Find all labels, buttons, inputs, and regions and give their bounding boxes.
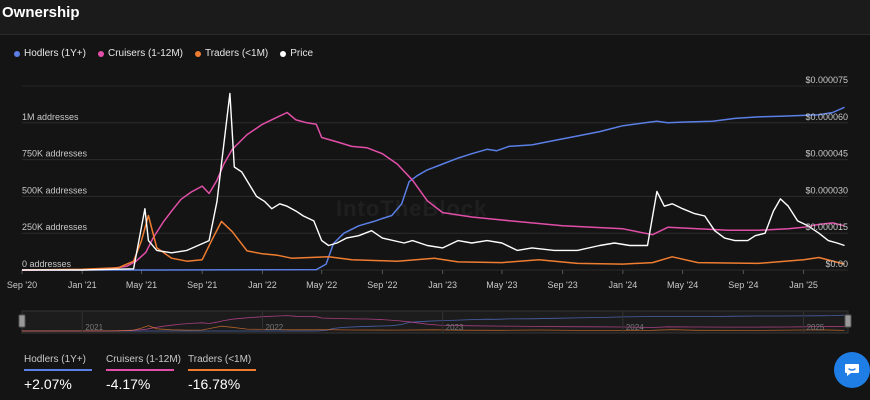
legend-dot-price	[280, 50, 287, 57]
legend-label-price: Price	[290, 48, 314, 59]
series-line-traders-1m[interactable]	[21, 214, 845, 271]
x-tick-label: Sep '24	[728, 280, 758, 290]
x-tick-label: Sep '20	[7, 280, 37, 290]
navigator-label: 2024	[626, 323, 644, 332]
y-left-tick-label: 1M addresses	[22, 112, 79, 122]
navigator-series	[22, 315, 845, 332]
stat-hodlers-label: Hodlers (1Y+)	[24, 354, 92, 371]
navigator-series	[21, 325, 845, 332]
stat-cruisers: Cruisers (1-12M) -4.17%	[106, 354, 181, 392]
stat-traders-label: Traders (<1M)	[188, 354, 256, 371]
navigator-label: 2025	[807, 323, 825, 332]
legend-dot-hodlers	[14, 50, 20, 57]
stat-cruisers-value: -4.17%	[106, 376, 151, 392]
y-right-tick-label: $0.00	[825, 259, 848, 269]
y-right-tick-label: $0.000075	[805, 75, 848, 85]
y-left-tick-label: 0 addresses	[22, 259, 72, 269]
x-tick-label: Sep '21	[187, 280, 217, 290]
stat-traders-value: -16.78%	[188, 376, 241, 392]
series-layer	[21, 92, 845, 271]
y-left-tick-label: 750K addresses	[22, 149, 88, 159]
y-right-tick-label: $0.000030	[805, 185, 848, 195]
x-tick-label: May '23	[486, 280, 517, 290]
legend-dot-cruisers	[97, 50, 104, 57]
x-tick-label: Sep '22	[367, 280, 397, 290]
legend-item-cruisers[interactable]: Cruisers (1-12M)	[97, 48, 183, 59]
x-tick-label: Jan '23	[428, 280, 457, 290]
top-bar: Ownership	[0, 0, 870, 35]
y-right-tick-label: $0.000045	[805, 149, 848, 159]
navigator[interactable]: 2021 2022 2023 2024 2025	[18, 310, 852, 334]
legend-item-price[interactable]: Price	[280, 48, 313, 59]
navigator-handle-right[interactable]	[844, 314, 852, 328]
legend-label-cruisers: Cruisers (1-12M)	[107, 48, 183, 59]
watermark: IntoTheBlock	[336, 196, 488, 221]
legend-item-hodlers[interactable]: Hodlers (1Y+)	[14, 48, 86, 59]
chat-bubble-icon	[845, 364, 859, 376]
page-title: Ownership	[2, 4, 80, 21]
stats-summary: Hodlers (1Y+) +2.07% Cruisers (1-12M) -4…	[24, 354, 256, 392]
legend-item-traders[interactable]: Traders (<1M)	[194, 48, 269, 59]
x-tick-label: May '22	[306, 280, 337, 290]
y-left-tick-label: 250K addresses	[22, 222, 88, 232]
x-tick-label: May '21	[126, 280, 157, 290]
label-layer: 0 addresses 250K addresses 500K addresses 7…	[7, 75, 848, 290]
x-tick-label: Jan '22	[248, 280, 277, 290]
navigator-handle-left[interactable]	[18, 314, 26, 328]
chat-button[interactable]	[834, 352, 870, 388]
y-right-tick-label: $0.000060	[805, 112, 848, 122]
stat-hodlers-value: +2.07%	[24, 376, 72, 392]
navigator-label: 2022	[265, 323, 283, 332]
y-right-tick-label: $0.000015	[805, 222, 848, 232]
series-line-price[interactable]	[22, 92, 845, 271]
navigator-label: 2023	[446, 323, 464, 332]
legend-dot-traders	[194, 50, 201, 57]
legend-label-traders: Traders (<1M)	[204, 48, 269, 59]
stat-cruisers-label: Cruisers (1-12M)	[106, 354, 181, 371]
navigator-label: 2021	[85, 323, 103, 332]
x-tick-label: May '24	[667, 280, 698, 290]
x-tick-label: Sep '23	[548, 280, 578, 290]
navigator-series	[22, 314, 845, 332]
series-line-cruisers-1-12m[interactable]	[21, 111, 845, 271]
x-tick-label: Jan '24	[608, 280, 637, 290]
ownership-chart[interactable]: 0 addresses 250K addresses 500K addresses 7…	[0, 0, 870, 345]
y-left-tick-label: 500K addresses	[22, 185, 88, 195]
grid-layer	[21, 85, 848, 274]
chart-legend: Hodlers (1Y+) Cruisers (1-12M) Traders (…	[14, 48, 313, 59]
x-tick-label: Jan '21	[68, 280, 97, 290]
legend-label-hodlers: Hodlers (1Y+)	[24, 48, 86, 59]
stat-traders: Traders (<1M) -16.78%	[188, 354, 256, 392]
series-line-hodlers-1y[interactable]	[22, 106, 845, 271]
x-tick-label: Jan '25	[789, 280, 818, 290]
stat-hodlers: Hodlers (1Y+) +2.07%	[24, 354, 92, 392]
